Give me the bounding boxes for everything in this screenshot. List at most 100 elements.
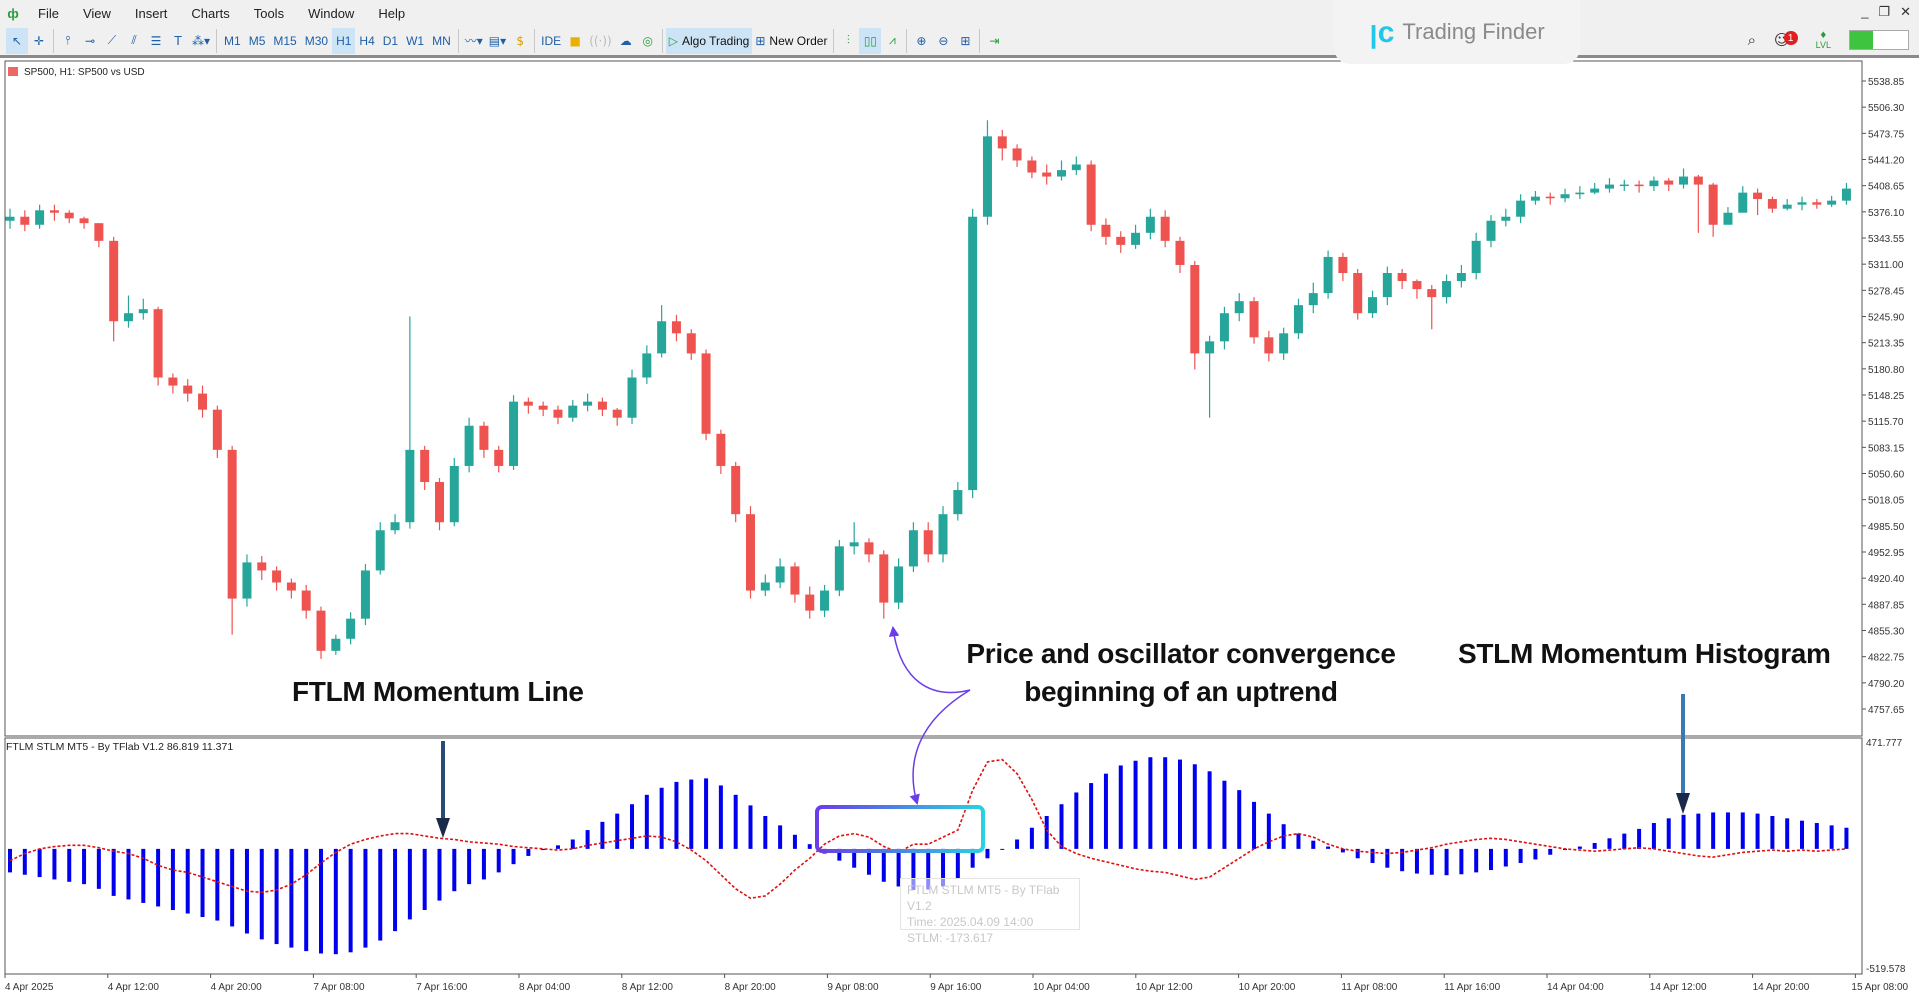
histogram-bar bbox=[866, 848, 871, 875]
market-icon[interactable]: $ bbox=[516, 33, 524, 48]
restore-icon[interactable]: ❐ bbox=[1878, 4, 1891, 19]
candle bbox=[1604, 178, 1614, 193]
histogram-bar bbox=[985, 848, 990, 859]
vps-cloud-icon[interactable]: ☁ bbox=[619, 33, 632, 48]
search-icon[interactable]: ⌕ bbox=[1747, 31, 1756, 49]
text-icon[interactable]: T bbox=[174, 33, 182, 48]
candle-body bbox=[1027, 160, 1037, 173]
ide-button[interactable]: IDE bbox=[541, 33, 562, 48]
histogram-bar bbox=[111, 848, 116, 896]
line-chart-icon[interactable]: ⩘ bbox=[889, 33, 896, 47]
menu-window[interactable]: Window bbox=[308, 5, 355, 21]
new-order-button[interactable]: ⊞ New Order bbox=[752, 28, 830, 54]
histogram-bar bbox=[1414, 848, 1419, 874]
timeframe-h1[interactable]: H1 bbox=[332, 27, 356, 54]
trendline-icon[interactable]: ⟋ bbox=[107, 33, 117, 47]
zoom-in-icon[interactable]: ⊕ bbox=[916, 33, 927, 48]
timeframe-m30[interactable]: M30 bbox=[304, 33, 329, 48]
histogram-bar bbox=[1385, 848, 1390, 868]
histogram-bar bbox=[1281, 824, 1286, 849]
histogram-bar bbox=[289, 848, 294, 948]
candle-body bbox=[1767, 199, 1777, 209]
divider bbox=[216, 28, 218, 53]
candle-body bbox=[1708, 184, 1718, 225]
candle-body bbox=[286, 582, 296, 591]
timeframe-m1[interactable]: M1 bbox=[224, 33, 241, 48]
timeframe-w1[interactable]: W1 bbox=[406, 33, 425, 48]
histogram-bar bbox=[718, 785, 723, 849]
candle-body bbox=[686, 333, 696, 354]
histogram-bar bbox=[1696, 813, 1701, 849]
histogram-bar bbox=[541, 848, 546, 851]
time-label: 9 Apr 16:00 bbox=[930, 982, 982, 993]
candle bbox=[612, 408, 622, 426]
candle bbox=[1812, 199, 1822, 209]
fibonacci-icon[interactable]: ☰ bbox=[150, 33, 162, 48]
shopping-bag-icon[interactable]: ■ bbox=[569, 33, 581, 48]
algo-trading-button[interactable]: ▷ Algo Trading bbox=[665, 27, 753, 54]
horizontal-line-icon[interactable]: ⊸ bbox=[84, 33, 96, 48]
candle-body bbox=[94, 223, 104, 241]
templates-icon[interactable]: ▤▾ bbox=[488, 33, 507, 48]
candle-body bbox=[1071, 164, 1081, 171]
close-icon[interactable]: ✕ bbox=[1900, 4, 1911, 19]
signal-icon[interactable]: ((·)) bbox=[589, 33, 612, 48]
histogram-bar bbox=[422, 848, 427, 910]
time-label: 9 Apr 08:00 bbox=[827, 982, 879, 993]
menu-view[interactable]: View bbox=[82, 5, 111, 21]
candle-body bbox=[1827, 200, 1837, 205]
timeframe-m5[interactable]: M5 bbox=[248, 33, 266, 48]
histogram-bar bbox=[393, 848, 398, 932]
candlestick-icon[interactable]: ▯▯ bbox=[859, 27, 882, 54]
signal-strength-bar bbox=[1849, 30, 1909, 50]
candle-body bbox=[1234, 301, 1244, 314]
timeframe-m15[interactable]: M15 bbox=[273, 33, 297, 48]
candle bbox=[1486, 215, 1496, 248]
notifications-button[interactable]: ☺1 bbox=[1774, 31, 1798, 49]
price-label: 4985.50 bbox=[1868, 522, 1905, 533]
timeframe-d1[interactable]: D1 bbox=[382, 33, 399, 48]
candle-body bbox=[879, 554, 889, 603]
zoom-out-icon[interactable]: ⊖ bbox=[938, 33, 949, 48]
candle-body bbox=[1753, 192, 1763, 200]
chart-window-icon bbox=[8, 67, 18, 76]
vertical-line-icon[interactable]: ⫯ bbox=[65, 33, 71, 47]
indicators-icon[interactable]: 〰▾ bbox=[464, 34, 483, 48]
minimize-icon[interactable]: _ bbox=[1861, 4, 1869, 19]
candle-body bbox=[1782, 204, 1792, 209]
histogram-bar bbox=[630, 804, 635, 849]
tile-windows-icon[interactable]: ⊞ bbox=[960, 33, 971, 48]
candle-body bbox=[1205, 341, 1215, 354]
menu-insert[interactable]: Insert bbox=[134, 5, 168, 21]
menu-tools[interactable]: Tools bbox=[253, 5, 285, 21]
histogram-bar bbox=[1607, 838, 1612, 849]
price-label: 4920.40 bbox=[1868, 574, 1905, 585]
lvl-indicator[interactable]: ♦ LVL bbox=[1816, 31, 1831, 50]
candle-body bbox=[390, 522, 400, 531]
crosshair-icon[interactable]: ✛ bbox=[33, 33, 45, 48]
timeframe-mn[interactable]: MN bbox=[432, 33, 451, 48]
price-label: 5441.20 bbox=[1868, 156, 1905, 167]
chart-shift-icon[interactable]: ⇥ bbox=[989, 33, 1000, 48]
candle bbox=[331, 634, 341, 655]
time-label: 10 Apr 12:00 bbox=[1136, 982, 1193, 993]
candle bbox=[879, 550, 889, 619]
candle bbox=[849, 522, 859, 555]
candle bbox=[760, 574, 770, 597]
candle bbox=[1516, 194, 1526, 224]
candle-body bbox=[1116, 236, 1126, 245]
menu-help[interactable]: Help bbox=[378, 5, 406, 21]
candle bbox=[938, 506, 948, 563]
candle bbox=[1590, 182, 1600, 195]
candle bbox=[583, 393, 593, 412]
cursor-icon[interactable]: ↖ bbox=[6, 27, 28, 54]
copy-trading-icon[interactable]: ◎ bbox=[642, 33, 653, 48]
shapes-icon[interactable]: ⁂▾ bbox=[192, 33, 211, 48]
timeframe-h4[interactable]: H4 bbox=[359, 33, 375, 48]
menu-file[interactable]: File bbox=[38, 5, 59, 21]
bar-chart-icon[interactable]: ⫶ bbox=[846, 33, 850, 47]
candle bbox=[49, 204, 59, 221]
menu-charts[interactable]: Charts bbox=[191, 5, 230, 21]
channel-icon[interactable]: ⫽ bbox=[131, 33, 137, 47]
